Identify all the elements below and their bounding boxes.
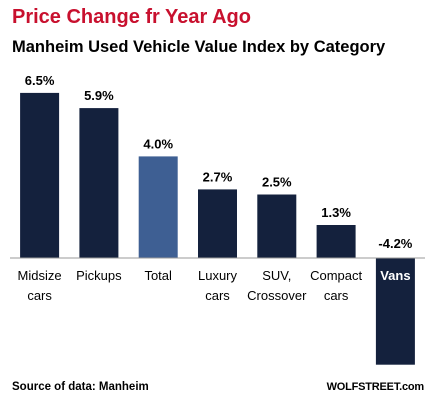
bar-0: [20, 92, 60, 259]
category-label-0: Midsize cars: [18, 268, 62, 303]
bar-4: [257, 194, 297, 258]
source-note: Source of data: Manheim: [12, 381, 149, 393]
category-label-5: Compact cars: [310, 268, 362, 303]
category-label-1: Pickups: [76, 268, 122, 283]
data-label-4: 2.5%: [262, 175, 292, 190]
chart-subtitle: Manheim Used Vehicle Value Index by Cate…: [12, 38, 386, 56]
category-label-4: SUV, Crossover: [247, 268, 307, 303]
bar-6: [375, 258, 415, 365]
category-label-2: Total: [144, 268, 172, 283]
category-label-3: Luxury cars: [198, 268, 238, 303]
bar-2: [138, 156, 178, 258]
bar-1: [79, 108, 119, 258]
bar-5: [316, 225, 356, 258]
data-label-3: 2.7%: [203, 169, 233, 184]
data-label-0: 6.5%: [25, 73, 55, 88]
data-label-1: 5.9%: [84, 88, 114, 103]
data-label-5: 1.3%: [321, 205, 351, 220]
brand-label: WOLFSTREET.com: [326, 381, 425, 393]
category-label-6: Vans: [380, 268, 410, 283]
data-label-6: -4.2%: [378, 236, 412, 251]
bar-3: [198, 189, 237, 258]
data-label-2: 4.0%: [143, 136, 173, 151]
chart-title: Price Change fr Year Ago: [12, 6, 251, 28]
